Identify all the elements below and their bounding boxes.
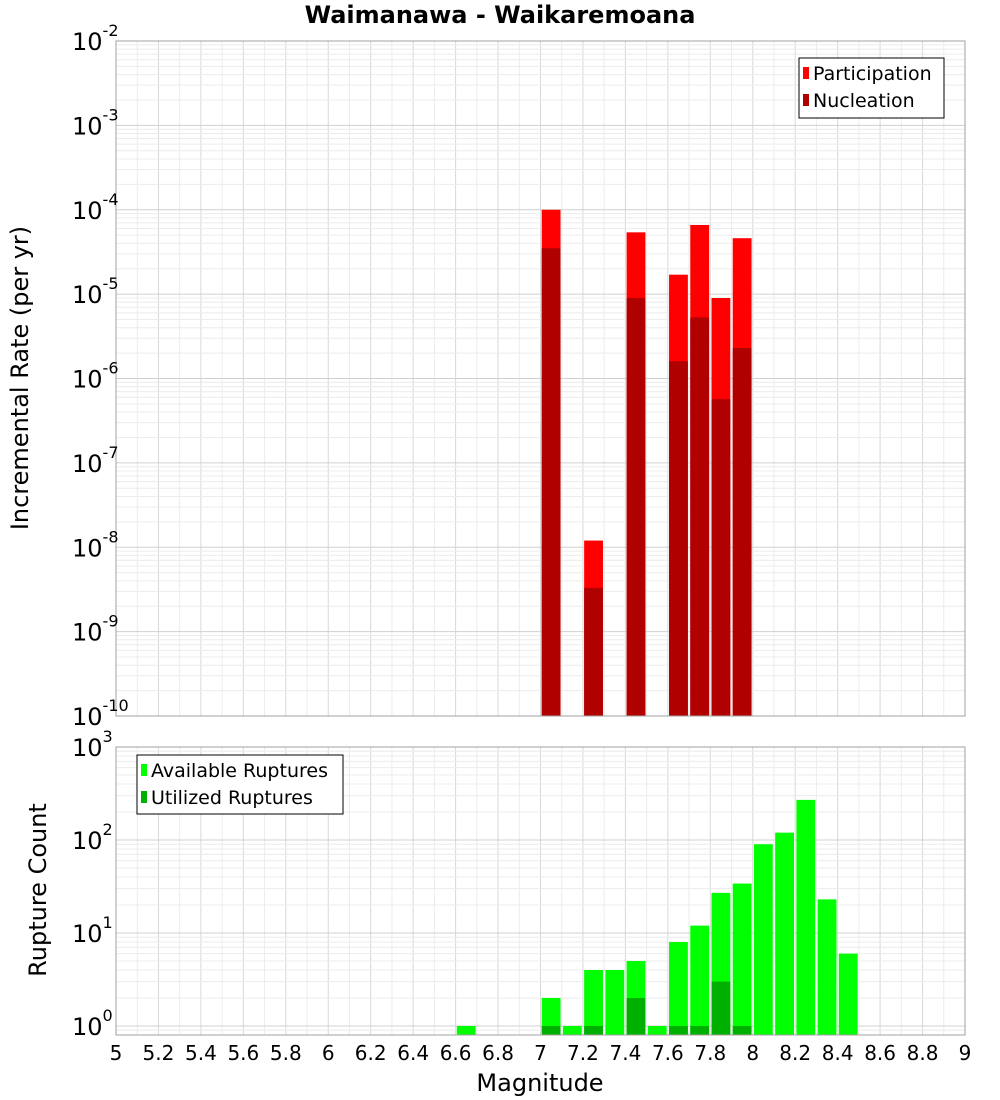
x-tick-label: 7 <box>534 1041 547 1065</box>
y-tick-label: 10-4 <box>72 190 119 225</box>
x-tick-label: 7.4 <box>609 1041 641 1065</box>
bar-available-ruptures <box>605 969 625 1035</box>
bar-utilized-ruptures <box>541 1025 561 1035</box>
x-tick-label: 8.6 <box>864 1041 896 1065</box>
x-tick-label: 5.6 <box>227 1041 259 1065</box>
x-tick-label: 8.2 <box>779 1041 811 1065</box>
y-tick-label: 10-2 <box>72 21 119 56</box>
y-tick-label: 10-5 <box>72 274 119 309</box>
bar-nucleation <box>584 587 603 716</box>
y-tick-label: 10-10 <box>72 696 129 731</box>
x-tick-label: 6.4 <box>397 1041 429 1065</box>
x-tick-label: 8 <box>746 1041 759 1065</box>
x-tick-label: 6.2 <box>355 1041 387 1065</box>
legend-label: Participation <box>813 63 932 85</box>
bar-available-ruptures <box>817 899 837 1035</box>
bar-nucleation <box>732 347 752 716</box>
bar-nucleation <box>711 399 731 716</box>
bar-utilized-ruptures <box>711 981 731 1035</box>
bar-nucleation <box>626 297 646 716</box>
bar-nucleation <box>690 317 710 716</box>
legend-label: Utilized Ruptures <box>151 787 313 809</box>
bar-nucleation <box>541 248 561 717</box>
y-tick-label: 100 <box>72 1006 113 1041</box>
y-tick-label: 10-7 <box>72 443 119 478</box>
legend-swatch <box>141 791 147 803</box>
legend-label: Available Ruptures <box>151 760 328 782</box>
bar-available-ruptures <box>838 953 858 1035</box>
plot-frame <box>115 40 966 717</box>
bar-available-ruptures <box>562 1025 582 1035</box>
y-tick-label: 10-8 <box>72 527 119 562</box>
x-tick-label: 6.6 <box>440 1041 472 1065</box>
x-tick-label: 7.8 <box>694 1041 726 1065</box>
x-tick-label: 5.2 <box>143 1041 175 1065</box>
bar-nucleation <box>669 361 688 716</box>
x-tick-label: 6.8 <box>482 1041 514 1065</box>
bottom-y-axis-label: Rupture Count <box>24 803 52 977</box>
y-tick-label: 101 <box>72 913 113 948</box>
x-tick-label: 9 <box>959 1041 972 1065</box>
bar-utilized-ruptures <box>584 1025 603 1035</box>
x-tick-label: 7.2 <box>567 1041 599 1065</box>
bar-available-ruptures <box>669 942 688 1035</box>
plot-frame <box>115 746 966 1036</box>
x-tick-label: 8.8 <box>907 1041 939 1065</box>
legend-swatch <box>803 67 809 79</box>
y-tick-label: 103 <box>72 727 113 762</box>
bar-available-ruptures <box>541 997 561 1035</box>
bar-available-ruptures <box>732 883 752 1035</box>
bar-utilized-ruptures <box>690 1025 710 1035</box>
bar-available-ruptures <box>690 925 710 1035</box>
top-y-axis-label: Incremental Rate (per yr) <box>6 226 34 530</box>
bar-available-ruptures <box>775 832 794 1035</box>
bar-available-ruptures <box>584 969 603 1035</box>
x-axis-label: Magnitude <box>476 1069 603 1097</box>
rate-panel: 10-10 10-9 10-8 10-7 10-6 10-5 10-4 10-3 10-2 Par… <box>72 21 966 731</box>
x-tick-label: 5.4 <box>185 1041 217 1065</box>
y-tick-label: 10-9 <box>72 612 119 647</box>
bar-utilized-ruptures <box>626 997 646 1035</box>
bar-available-ruptures <box>647 1025 667 1035</box>
bar-available-ruptures <box>456 1025 476 1035</box>
y-tick-label: 10-6 <box>72 359 119 394</box>
x-tick-label: 7.6 <box>652 1041 684 1065</box>
bar-available-ruptures <box>796 799 816 1035</box>
legend-swatch <box>803 94 809 106</box>
legend-box <box>136 754 344 815</box>
x-tick-label: 6 <box>322 1041 335 1065</box>
x-tick-label: 5 <box>110 1041 123 1065</box>
bar-available-ruptures <box>753 844 773 1035</box>
x-tick-label: 5.8 <box>270 1041 302 1065</box>
chart-title: Waimanawa - Waikaremoana <box>305 1 696 29</box>
bar-utilized-ruptures <box>732 1025 752 1035</box>
y-tick-label: 102 <box>72 820 113 855</box>
x-tick-label: 8.4 <box>822 1041 854 1065</box>
y-tick-label: 10-3 <box>72 105 119 140</box>
legend-box <box>798 57 945 119</box>
legend-label: Nucleation <box>813 90 915 112</box>
bar-utilized-ruptures <box>669 1025 688 1035</box>
legend-swatch <box>141 764 147 776</box>
